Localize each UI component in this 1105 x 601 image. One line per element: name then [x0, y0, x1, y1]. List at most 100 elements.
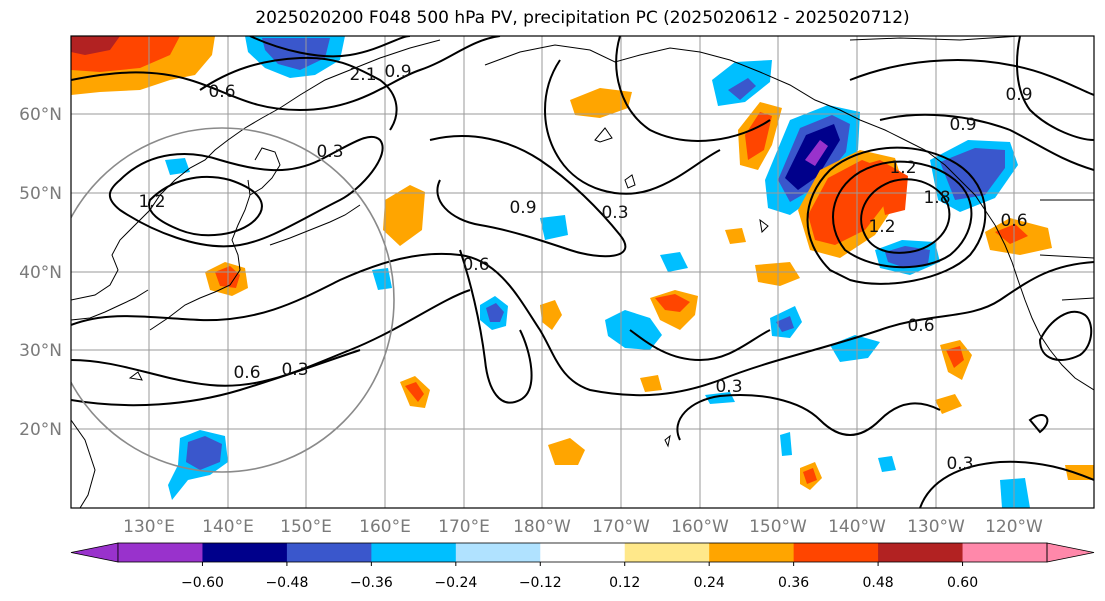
longitude-labels: 130°E 140°E 150°E 160°E 170°E 180°W 170°W 160°W…	[123, 517, 1043, 537]
coastline	[269, 204, 361, 246]
coastline	[71, 419, 96, 508]
colorbar-swatch	[286, 543, 372, 562]
pv-contour	[199, 56, 398, 131]
colorbar: −0.60 −0.48 −0.36 −0.24 −0.12 0.12 0.24 0.36 0.4…	[70, 542, 1095, 591]
lat-label: 60°N	[19, 105, 62, 125]
pv-contour	[459, 249, 533, 404]
precip-blob	[776, 316, 794, 332]
precip-blob	[728, 78, 756, 100]
colorbar-tick-label: −0.12	[519, 575, 562, 591]
coastlines	[71, 36, 1094, 508]
precip-blob	[935, 394, 962, 414]
contour-label: 2.1	[349, 65, 376, 85]
pv-contour	[71, 36, 501, 112]
contour-label: 0.3	[946, 454, 973, 474]
colorbar-tick-label: 0.36	[778, 575, 809, 591]
lon-label: 140°W	[828, 517, 886, 537]
lon-label: 170°W	[592, 517, 650, 537]
contour-label: 0.6	[462, 255, 489, 275]
coastline	[849, 36, 1021, 41]
pv-contour	[1016, 36, 1094, 141]
precip-blob	[262, 38, 330, 70]
precip-blob	[640, 375, 662, 392]
lon-label: 130°W	[907, 517, 965, 537]
coastline	[1039, 254, 1094, 259]
precip-blob	[383, 185, 425, 246]
contour-label: 0.9	[949, 115, 976, 135]
coastline	[664, 434, 671, 448]
precip-blob	[1000, 478, 1030, 508]
colorbar-swatch	[962, 543, 1048, 562]
colorbar-extend-min	[70, 542, 119, 563]
precip-blob	[605, 310, 662, 350]
precip-blob	[548, 438, 585, 465]
precip-blob	[540, 300, 562, 330]
precip-blob	[845, 160, 908, 215]
precip-blob	[725, 228, 746, 244]
pv-contour	[615, 36, 771, 142]
pv-contour	[108, 135, 384, 248]
precip-blob	[803, 468, 817, 484]
lon-label: 150°W	[749, 517, 807, 537]
coastline	[1061, 297, 1094, 301]
coastline	[994, 224, 1094, 391]
lon-label: 150°E	[280, 517, 332, 537]
pv-contour	[849, 59, 1094, 96]
precip-blob	[995, 224, 1028, 244]
lat-label: 30°N	[19, 341, 62, 361]
colorbar-swatch	[540, 543, 626, 562]
lon-label: 140°E	[202, 517, 254, 537]
precip-blob	[660, 252, 688, 272]
colorbar-tick-label: −0.24	[434, 575, 477, 591]
coastline	[624, 174, 636, 189]
colorbar-swatch	[878, 543, 964, 562]
reference-circle	[71, 127, 395, 473]
pv-contour	[1038, 310, 1093, 361]
precip-blob	[878, 456, 896, 472]
contour-label: 0.6	[1000, 211, 1027, 231]
pv-contour	[429, 135, 627, 258]
map-frame	[70, 35, 1095, 509]
contour-label: 0.6	[208, 82, 235, 102]
precip-blob	[486, 303, 504, 322]
precip-blob	[655, 294, 690, 312]
precip-blob	[186, 436, 222, 470]
lon-label: 120°W	[985, 517, 1043, 537]
pv-contour	[676, 394, 941, 441]
pv-contour	[806, 146, 987, 285]
pv-contour	[860, 178, 951, 254]
lat-label: 40°N	[19, 263, 62, 283]
colorbar-tick-label: 0.24	[694, 575, 725, 591]
contour-label: 0.6	[233, 363, 260, 383]
colorbar-swatch	[118, 543, 203, 562]
colorbar-tick-label: 0.60	[947, 575, 978, 591]
coastline	[149, 179, 251, 331]
lon-label: 160°E	[359, 517, 411, 537]
coastline	[759, 218, 769, 234]
colorbar-swatch	[371, 543, 457, 562]
colorbar-tick-label: −0.60	[181, 575, 224, 591]
contour-label: 0.3	[601, 203, 628, 223]
pv-contour	[879, 113, 1094, 171]
precip-blob	[405, 382, 424, 402]
precip-blob	[71, 36, 120, 55]
contour-label: 0.9	[1005, 85, 1032, 105]
contour-labels: 0.6 2.1 0.9 0.3 1.2 0.9 0.3 0.6 0.6 0.3 0.9 1.2 1.8 1…	[138, 62, 1032, 474]
precip-blob	[540, 215, 568, 240]
contour-label: 1.2	[889, 158, 916, 178]
colorbar-tick-label: −0.36	[350, 575, 393, 591]
pv-contour	[832, 160, 973, 269]
map-title: 2025020200 F048 500 hPa PV, precipitatio…	[255, 8, 910, 28]
pv-contour	[544, 59, 721, 195]
pv-contour	[919, 460, 1094, 508]
precip-blob	[885, 246, 930, 268]
pv-contour	[1028, 414, 1049, 434]
coastline	[71, 289, 149, 321]
precip-blob	[805, 140, 828, 166]
precip-blob	[372, 268, 392, 290]
precip-blob	[570, 88, 632, 118]
contour-label: 1.2	[868, 217, 895, 237]
pv-contour	[71, 349, 361, 407]
coastline	[249, 147, 281, 196]
